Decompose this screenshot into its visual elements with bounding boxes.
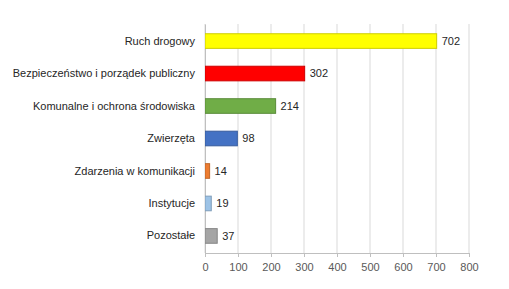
x-tick-label: 700 (427, 261, 445, 273)
y-tick-label: Instytucje (149, 197, 195, 209)
x-tick-mark (403, 253, 404, 257)
x-tick: 100 (229, 253, 247, 273)
x-tick: 0 (202, 253, 208, 273)
x-tick-mark (337, 253, 338, 257)
data-label: 702 (442, 35, 460, 47)
x-tick: 300 (295, 253, 313, 273)
chart-container: 0 100 200 300 400 500 600 700 800 Ruch drogowy Bez… (0, 0, 509, 289)
data-label: 37 (222, 230, 234, 242)
bar (205, 66, 305, 81)
grid-line (370, 24, 371, 253)
bar (205, 164, 210, 179)
bar (205, 196, 211, 211)
data-labels: 702 302 214 98 14 19 37 (215, 35, 460, 242)
y-tick: Bezpieczeństwo i porządek publiczny (13, 67, 196, 79)
bars (205, 34, 437, 244)
bar (205, 131, 237, 146)
grid-line (436, 24, 437, 253)
x-axis-line (206, 254, 470, 258)
grid (205, 24, 469, 253)
x-tick-mark (205, 253, 206, 257)
y-tick-label: Bezpieczeństwo i porządek publiczny (13, 67, 196, 79)
grid-line (304, 24, 305, 253)
x-tick-label: 500 (361, 261, 379, 273)
y-tick-label: Zdarzenia w komunikacji (75, 165, 195, 177)
x-tick-mark (436, 253, 437, 257)
x-tick-mark (469, 253, 470, 257)
bar (205, 99, 276, 114)
y-tick-label: Pozostałe (147, 229, 195, 241)
data-label: 302 (310, 67, 328, 79)
x-tick-label: 300 (295, 261, 313, 273)
y-axis: Ruch drogowy Bezpieczeństwo i porządek pu… (13, 25, 206, 254)
x-tick-label: 0 (202, 261, 208, 273)
plot: 0 100 200 300 400 500 600 700 800 Ruch drogowy Bez… (13, 24, 479, 273)
grid-line (271, 24, 272, 253)
x-tick-label: 600 (394, 261, 412, 273)
x-tick: 700 (427, 253, 445, 273)
y-tick-label: Komunalne i ochrona środowiska (33, 100, 196, 112)
data-label: 214 (281, 100, 299, 112)
x-tick-label: 400 (328, 261, 346, 273)
chart-svg: 0 100 200 300 400 500 600 700 800 Ruch drogowy Bez… (0, 0, 509, 289)
x-tick: 200 (262, 253, 280, 273)
y-tick: Instytucje (149, 197, 195, 209)
y-tick: Zwierzęta (147, 132, 196, 144)
x-axis: 0 100 200 300 400 500 600 700 800 (202, 253, 478, 273)
y-tick: Pozostałe (147, 229, 195, 241)
y-tick: Komunalne i ochrona środowiska (33, 100, 196, 112)
data-label: 98 (242, 132, 254, 144)
grid-line (469, 24, 470, 253)
x-tick: 400 (328, 253, 346, 273)
x-tick-label: 200 (262, 261, 280, 273)
bar (205, 34, 437, 49)
x-tick-mark (238, 253, 239, 257)
y-tick-label: Ruch drogowy (125, 35, 196, 47)
y-tick: Ruch drogowy (125, 35, 196, 47)
x-tick: 500 (361, 253, 379, 273)
grid-line (337, 24, 338, 253)
y-tick: Zdarzenia w komunikacji (75, 165, 195, 177)
x-tick-mark (304, 253, 305, 257)
data-label: 14 (215, 165, 227, 177)
grid-line (403, 24, 404, 253)
data-label: 19 (216, 197, 228, 209)
bar (205, 229, 217, 244)
x-tick-mark (370, 253, 371, 257)
x-tick-label: 100 (229, 261, 247, 273)
x-tick-mark (271, 253, 272, 257)
x-tick-label: 800 (460, 261, 478, 273)
x-tick: 800 (460, 253, 478, 273)
x-tick: 600 (394, 253, 412, 273)
y-tick-label: Zwierzęta (147, 132, 196, 144)
